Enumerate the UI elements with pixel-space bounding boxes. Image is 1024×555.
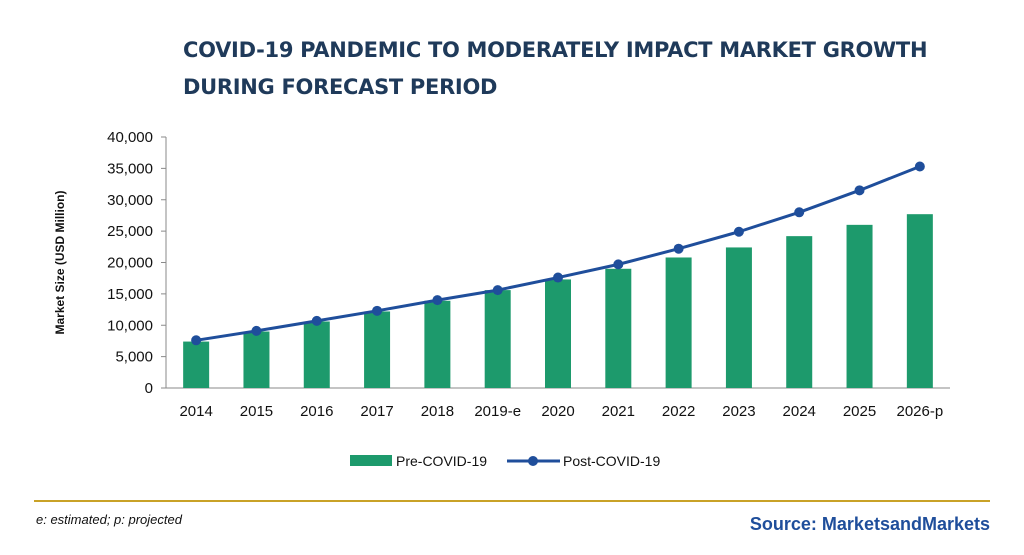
bar-pre-covid <box>725 247 752 388</box>
bar-pre-covid <box>484 290 511 388</box>
chart-legend: Pre-COVID-19 Post-COVID-19 <box>350 453 660 469</box>
post-covid-point <box>191 335 202 346</box>
post-covid-point <box>914 161 925 172</box>
post-covid-point <box>372 305 383 316</box>
x-axis: 2014 2015 2016 2017 2018 2019-e 2020 2021 2022 20… <box>166 387 950 420</box>
y-tick-label: 20,000 <box>107 255 153 272</box>
post-covid-point <box>432 295 443 306</box>
x-tick-label: 2019-e <box>474 403 521 420</box>
bar-pre-covid <box>846 224 873 388</box>
y-tick-label: 40,000 <box>107 129 153 146</box>
y-tick-label: 30,000 <box>107 192 153 209</box>
legend-label-post-covid: Post-COVID-19 <box>563 453 660 469</box>
y-tick-label: 15,000 <box>107 286 153 303</box>
y-tick-label: 25,000 <box>107 223 153 240</box>
source-credit: Source: MarketsandMarkets <box>749 514 990 534</box>
post-covid-point <box>492 285 503 296</box>
x-tick-label: 2021 <box>602 403 635 420</box>
y-axis-title: Market Size (USD Million) <box>53 190 67 334</box>
post-covid-point <box>311 315 322 326</box>
y-tick-label: 5,000 <box>115 349 153 366</box>
market-size-chart: 0 5,000 10,000 15,000 20,000 25,000 30,000 35,0… <box>53 129 950 469</box>
bar-pre-covid <box>424 300 451 388</box>
post-covid-point <box>733 226 744 237</box>
x-tick-label: 2018 <box>421 403 454 420</box>
post-covid-line <box>191 161 925 346</box>
y-tick-label: 10,000 <box>107 317 153 334</box>
post-covid-point <box>553 272 563 283</box>
legend-swatch-pre-covid <box>350 455 392 466</box>
post-covid-point <box>673 243 684 254</box>
bar-pre-covid <box>545 279 571 388</box>
bar-pre-covid <box>183 341 210 388</box>
y-axis: 0 5,000 10,000 15,000 20,000 25,000 30,000 35,0… <box>53 129 167 397</box>
x-tick-label: 2020 <box>541 403 574 420</box>
bar-pre-covid <box>303 321 330 388</box>
x-tick-label: 2022 <box>662 403 695 420</box>
y-tick-label: 35,000 <box>107 160 153 177</box>
post-covid-point <box>613 259 624 270</box>
bar-pre-covid <box>364 311 391 388</box>
post-covid-point <box>854 185 865 196</box>
footer-divider <box>34 500 990 502</box>
x-tick-label: 2025 <box>843 403 876 420</box>
x-tick-label: 2015 <box>240 403 273 420</box>
bar-pre-covid <box>605 268 632 388</box>
bar-pre-covid <box>665 257 692 388</box>
bar-pre-covid <box>786 236 813 388</box>
pre-covid-bars <box>183 214 933 388</box>
chart-title: COVID-19 PANDEMIC TO MODERATELY IMPACT M… <box>183 38 928 99</box>
x-tick-label: 2014 <box>179 403 212 420</box>
footnote: e: estimated; p: projected <box>36 512 182 527</box>
legend-swatch-post-covid-marker <box>528 456 538 466</box>
x-tick-label: 2016 <box>300 403 333 420</box>
x-tick-label: 2026-p <box>896 403 943 420</box>
post-covid-point <box>794 207 805 218</box>
bar-pre-covid <box>243 331 270 388</box>
legend-label-pre-covid: Pre-COVID-19 <box>396 453 487 469</box>
x-tick-label: 2023 <box>722 403 755 420</box>
y-tick-label: 0 <box>145 380 153 397</box>
bar-pre-covid <box>906 214 933 388</box>
x-tick-label: 2017 <box>360 403 393 420</box>
x-tick-label: 2024 <box>783 403 816 420</box>
post-covid-point <box>251 325 262 336</box>
